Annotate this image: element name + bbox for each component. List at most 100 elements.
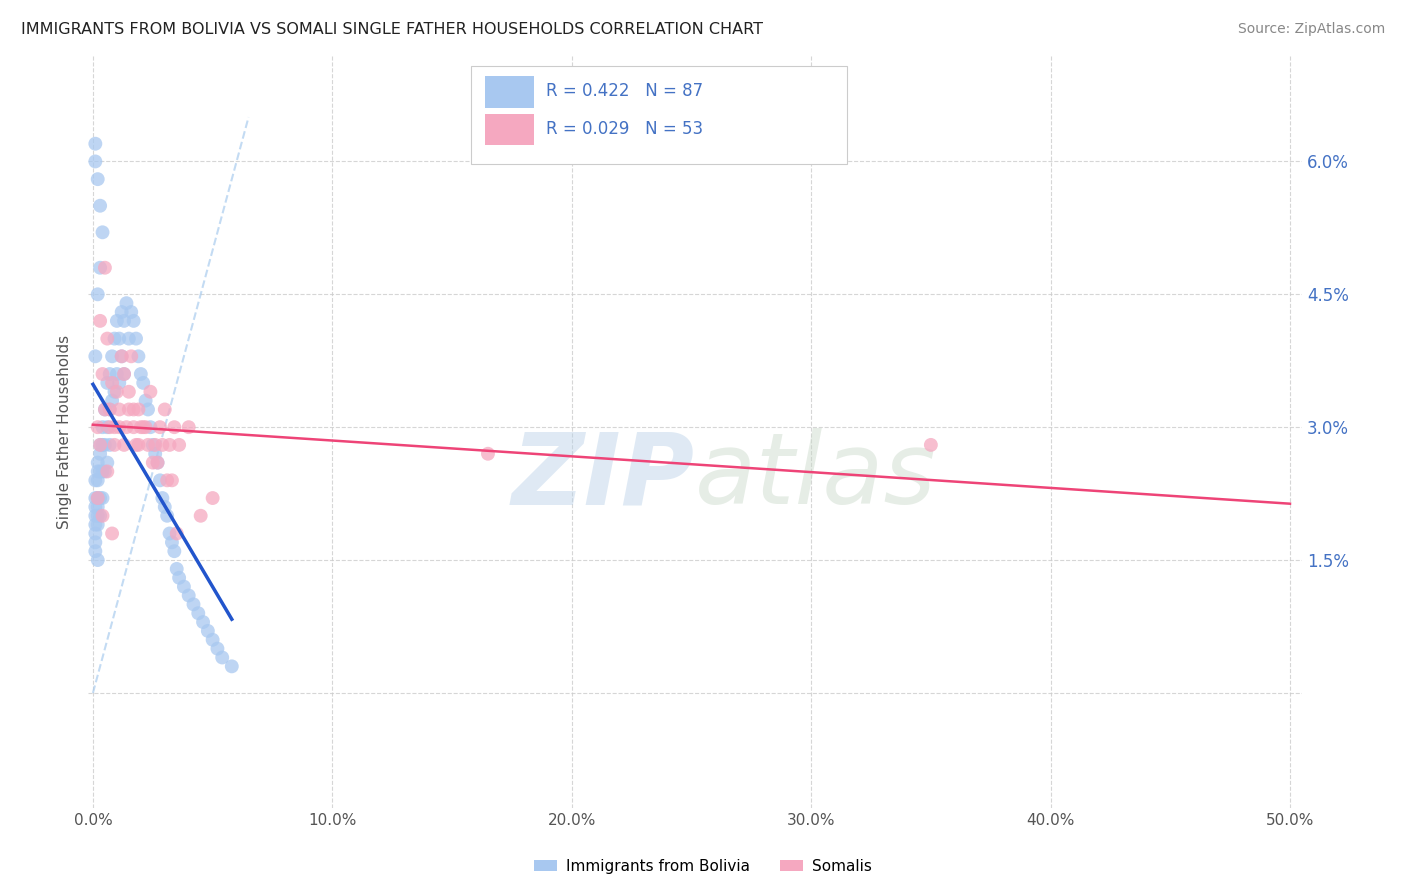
Point bbox=[87, 491, 110, 505]
Point bbox=[166, 526, 188, 541]
Point bbox=[190, 508, 212, 523]
Point bbox=[98, 402, 121, 417]
Point bbox=[91, 465, 114, 479]
Point bbox=[160, 535, 183, 549]
Point bbox=[84, 136, 107, 151]
Point bbox=[87, 420, 110, 434]
Point bbox=[96, 456, 118, 470]
Point bbox=[98, 438, 121, 452]
Text: IMMIGRANTS FROM BOLIVIA VS SOMALI SINGLE FATHER HOUSEHOLDS CORRELATION CHART: IMMIGRANTS FROM BOLIVIA VS SOMALI SINGLE… bbox=[21, 22, 763, 37]
Point bbox=[211, 650, 233, 665]
Point bbox=[177, 589, 200, 603]
Point bbox=[105, 314, 128, 328]
Point bbox=[201, 491, 224, 505]
Point bbox=[87, 517, 110, 532]
Text: atlas: atlas bbox=[695, 428, 936, 525]
Point bbox=[115, 296, 138, 310]
Point bbox=[87, 287, 110, 301]
Point bbox=[84, 154, 107, 169]
Point bbox=[153, 500, 176, 514]
Point bbox=[94, 438, 117, 452]
Point bbox=[91, 420, 114, 434]
Point bbox=[156, 473, 179, 487]
Point bbox=[87, 500, 110, 514]
Point bbox=[96, 465, 118, 479]
Point bbox=[163, 544, 186, 558]
Point bbox=[146, 456, 169, 470]
Point bbox=[87, 473, 110, 487]
Point bbox=[94, 465, 117, 479]
Point bbox=[87, 456, 110, 470]
Point bbox=[127, 438, 149, 452]
Point bbox=[132, 420, 155, 434]
Point bbox=[84, 535, 107, 549]
Point bbox=[112, 438, 135, 452]
Point bbox=[125, 332, 148, 346]
Point bbox=[103, 420, 125, 434]
Point bbox=[96, 376, 118, 390]
Text: Source: ZipAtlas.com: Source: ZipAtlas.com bbox=[1237, 22, 1385, 37]
FancyBboxPatch shape bbox=[471, 66, 846, 164]
Point bbox=[108, 376, 131, 390]
Point bbox=[87, 491, 110, 505]
Point bbox=[89, 508, 111, 523]
Point bbox=[89, 491, 111, 505]
Point bbox=[143, 438, 166, 452]
Point bbox=[112, 314, 135, 328]
Point bbox=[89, 465, 111, 479]
Text: ZIP: ZIP bbox=[512, 428, 695, 525]
Point bbox=[91, 508, 114, 523]
Point bbox=[84, 349, 107, 363]
Point bbox=[122, 402, 145, 417]
Point bbox=[142, 438, 165, 452]
Point bbox=[101, 349, 124, 363]
Point bbox=[920, 438, 942, 452]
Point bbox=[132, 376, 155, 390]
Point bbox=[84, 517, 107, 532]
Point bbox=[98, 367, 121, 381]
Point bbox=[163, 420, 186, 434]
Point bbox=[96, 420, 118, 434]
Point bbox=[105, 367, 128, 381]
Point bbox=[118, 384, 141, 399]
Text: R = 0.029   N = 53: R = 0.029 N = 53 bbox=[546, 120, 703, 138]
Point bbox=[150, 438, 173, 452]
Point bbox=[103, 384, 125, 399]
Point bbox=[89, 260, 111, 275]
Point bbox=[159, 438, 181, 452]
Point bbox=[84, 526, 107, 541]
Point bbox=[89, 438, 111, 452]
Point bbox=[89, 447, 111, 461]
Point bbox=[150, 491, 173, 505]
Point bbox=[108, 420, 131, 434]
Point bbox=[139, 420, 162, 434]
Point bbox=[89, 438, 111, 452]
FancyBboxPatch shape bbox=[485, 114, 534, 145]
Point bbox=[84, 508, 107, 523]
Point bbox=[118, 402, 141, 417]
Point bbox=[125, 438, 148, 452]
Point bbox=[167, 571, 190, 585]
Point bbox=[122, 314, 145, 328]
Point bbox=[191, 615, 214, 629]
Point bbox=[89, 199, 111, 213]
Point bbox=[111, 349, 134, 363]
Point bbox=[139, 384, 162, 399]
Point bbox=[91, 225, 114, 239]
Legend: Immigrants from Bolivia, Somalis: Immigrants from Bolivia, Somalis bbox=[527, 853, 879, 880]
Point bbox=[118, 332, 141, 346]
Point bbox=[153, 402, 176, 417]
Point bbox=[477, 447, 499, 461]
Point bbox=[89, 314, 111, 328]
Point bbox=[120, 349, 142, 363]
Point bbox=[87, 172, 110, 186]
Point bbox=[127, 402, 149, 417]
Point bbox=[135, 393, 157, 408]
Point bbox=[84, 544, 107, 558]
Point bbox=[177, 420, 200, 434]
Point bbox=[156, 508, 179, 523]
Point bbox=[135, 420, 157, 434]
Point bbox=[94, 260, 117, 275]
Point bbox=[112, 367, 135, 381]
Point bbox=[98, 420, 121, 434]
